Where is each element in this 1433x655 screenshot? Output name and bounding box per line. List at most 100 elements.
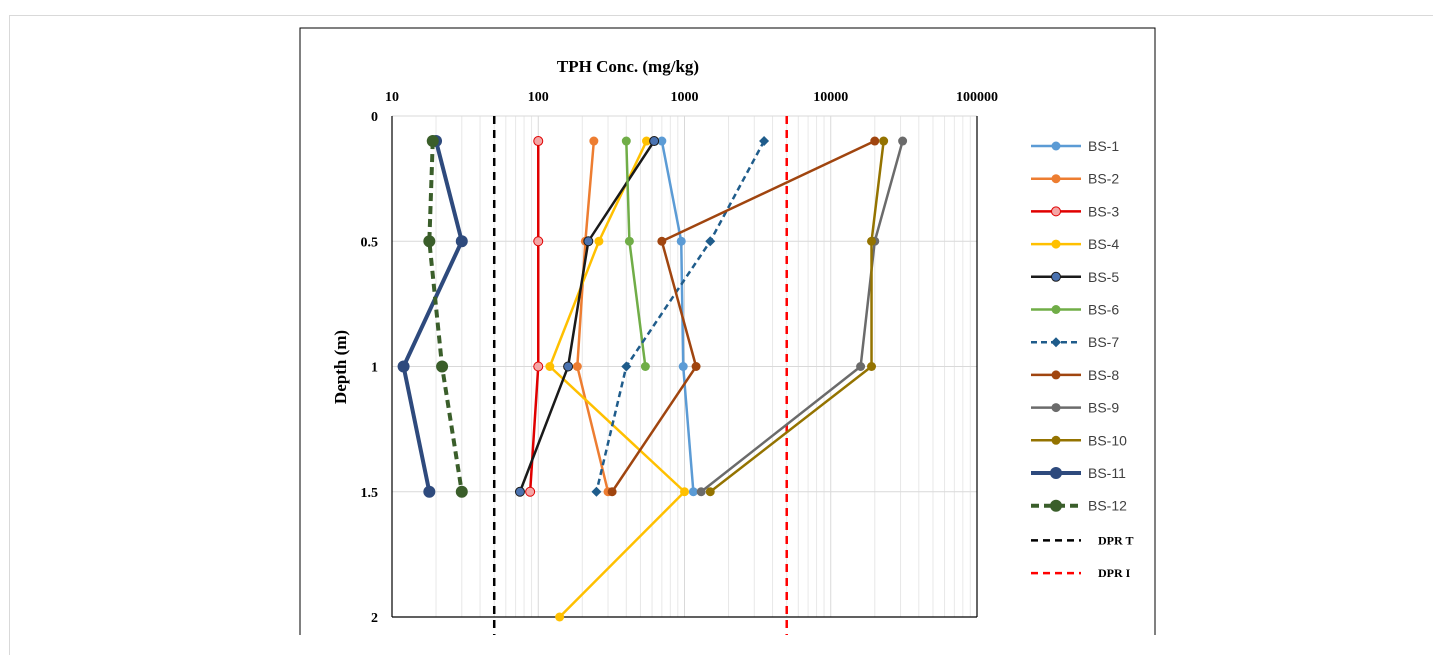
- data-point-bs-11: [397, 360, 410, 373]
- data-point-bs-7: [759, 136, 770, 147]
- data-point-bs-1: [676, 236, 686, 246]
- legend-item-dpr-i: DPR I: [1031, 566, 1131, 580]
- series-bs-7: [591, 136, 770, 497]
- series-line-bs-11: [401, 140, 464, 493]
- data-point-bs-1: [688, 487, 698, 497]
- legend-label-bs-4: BS-4: [1088, 236, 1119, 252]
- y-tick-label: 0: [371, 110, 378, 125]
- legend-marker-bs-5: [1051, 271, 1061, 282]
- data-point-bs-6: [624, 236, 634, 246]
- data-point-bs-10: [867, 362, 877, 371]
- series-bs-4: [545, 136, 689, 622]
- series-line-bs-5: [518, 140, 656, 493]
- x-tick-labels: 10 100 1000 10000 100000: [385, 90, 998, 105]
- data-point-bs-12: [455, 485, 468, 498]
- y-tick-label: 0.5: [361, 235, 379, 250]
- data-point-bs-5: [514, 486, 525, 497]
- legend-label-bs-11: BS-11: [1088, 465, 1126, 481]
- chart-page: TPH Conc. (mg/kg) Depth (m) 10 100 1000 100…: [9, 15, 1433, 655]
- legend-label-bs-2: BS-2: [1088, 171, 1119, 187]
- data-point-bs-7: [621, 361, 632, 372]
- legend-item-dpr-t: DPR T: [1031, 533, 1133, 547]
- legend-label-bs-3: BS-3: [1088, 203, 1119, 219]
- data-point-bs-4: [555, 612, 565, 622]
- data-point-bs-10: [705, 487, 715, 497]
- series-line-bs-9: [700, 140, 904, 493]
- x-tick-label: 10: [385, 90, 399, 105]
- series-bs-8: [607, 136, 880, 497]
- legend-marker-bs-3: [1051, 206, 1061, 217]
- legend-item-bs-2: BS-2: [1031, 171, 1119, 187]
- series-bs-10: [705, 136, 889, 497]
- data-point-bs-1: [657, 136, 667, 146]
- data-point-bs-11: [455, 235, 468, 248]
- y-tick-label: 1.5: [361, 486, 379, 501]
- tph-depth-chart: TPH Conc. (mg/kg) Depth (m) 10 100 1000 100…: [299, 27, 1156, 635]
- legend-marker-bs-12: [1050, 499, 1062, 512]
- series-layer: [397, 135, 908, 622]
- data-point-bs-7: [591, 486, 602, 497]
- data-point-bs-12: [436, 360, 449, 373]
- data-point-bs-9: [856, 362, 866, 371]
- x-tick-label: 100: [528, 90, 549, 105]
- legend-label-dpr-i: DPR I: [1098, 566, 1131, 580]
- legend-marker-bs-1: [1051, 141, 1061, 151]
- legend-marker-bs-11: [1050, 467, 1062, 479]
- chart-title: TPH Conc. (mg/kg): [557, 57, 699, 76]
- data-point-bs-4: [642, 136, 652, 146]
- legend-item-bs-10: BS-10: [1031, 432, 1127, 448]
- data-point-bs-6: [621, 136, 631, 146]
- y-tick-labels: 0 0.5 1 1.5 2: [361, 110, 379, 626]
- legend-label-bs-8: BS-8: [1088, 367, 1119, 383]
- data-point-bs-8: [870, 136, 880, 146]
- data-point-bs-3: [533, 361, 544, 372]
- legend-item-bs-4: BS-4: [1031, 236, 1119, 252]
- legend-label-bs-7: BS-7: [1088, 334, 1119, 350]
- data-point-bs-9: [696, 487, 706, 497]
- data-point-bs-10: [879, 136, 889, 146]
- x-tick-label: 10000: [813, 90, 848, 105]
- legend-marker-bs-10: [1051, 435, 1061, 445]
- legend-label-bs-9: BS-9: [1088, 400, 1119, 416]
- grid: [391, 115, 977, 618]
- legend-marker-bs-9: [1051, 403, 1061, 413]
- legend-item-bs-5: BS-5: [1031, 269, 1119, 285]
- legend-item-bs-7: BS-7: [1031, 334, 1119, 350]
- plot-border: [391, 116, 978, 618]
- data-point-bs-8: [691, 362, 701, 371]
- legend-item-bs-1: BS-1: [1031, 138, 1119, 154]
- series-line-bs-8: [611, 139, 876, 493]
- legend-item-bs-9: BS-9: [1031, 400, 1119, 416]
- data-point-bs-4: [594, 236, 604, 246]
- x-tick-label: 100000: [956, 90, 998, 105]
- data-point-bs-2: [572, 362, 582, 371]
- series-bs-3: [525, 136, 544, 497]
- data-point-bs-1: [678, 362, 688, 371]
- chart-frame: [299, 27, 1156, 635]
- legend-item-bs-3: BS-3: [1031, 203, 1119, 219]
- legend-marker-bs-2: [1051, 174, 1061, 184]
- data-point-bs-12: [426, 135, 439, 148]
- legend-label-bs-12: BS-12: [1088, 498, 1127, 514]
- legend-label-bs-6: BS-6: [1088, 302, 1119, 318]
- data-point-bs-12: [423, 235, 436, 248]
- data-point-bs-2: [589, 136, 599, 146]
- series-bs-6: [621, 136, 650, 371]
- series-line-bs-3: [528, 141, 540, 492]
- data-point-bs-11: [423, 485, 436, 498]
- legend-marker-bs-4: [1051, 239, 1061, 249]
- data-point-bs-8: [657, 236, 667, 246]
- data-point-bs-3: [533, 136, 544, 147]
- legend-item-bs-8: BS-8: [1031, 367, 1119, 383]
- x-tick-label: 1000: [671, 90, 699, 105]
- outer-frame: [9, 15, 1433, 655]
- y-axis-label: Depth (m): [331, 330, 350, 404]
- y-tick-label: 2: [371, 611, 378, 626]
- series-line-bs-10: [709, 140, 885, 493]
- data-point-bs-5: [649, 136, 660, 147]
- data-point-bs-3: [533, 236, 544, 247]
- legend-item-bs-6: BS-6: [1031, 302, 1119, 318]
- data-point-bs-6: [640, 362, 650, 371]
- legend-label-bs-10: BS-10: [1088, 432, 1127, 448]
- data-point-bs-10: [867, 236, 877, 246]
